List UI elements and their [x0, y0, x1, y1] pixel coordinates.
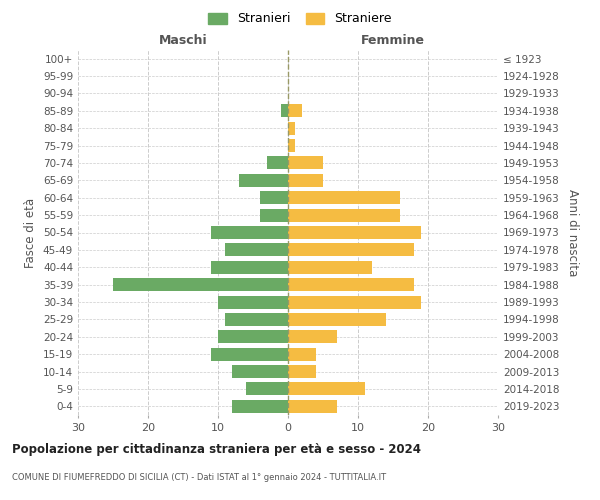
Bar	[218, 330, 288, 344]
Bar	[260, 191, 288, 204]
Legend: Stranieri, Straniere: Stranieri, Straniere	[205, 8, 395, 29]
Bar	[288, 139, 295, 152]
Bar	[288, 156, 323, 170]
Bar	[288, 104, 302, 118]
Bar	[288, 296, 421, 308]
Bar	[288, 365, 316, 378]
Text: Maschi: Maschi	[158, 34, 208, 48]
Bar	[211, 348, 288, 360]
Bar	[288, 244, 414, 256]
Bar	[218, 296, 288, 308]
Bar	[232, 400, 288, 413]
Y-axis label: Fasce di età: Fasce di età	[25, 198, 37, 268]
Bar	[288, 122, 295, 134]
Text: Femmine: Femmine	[361, 34, 425, 48]
Y-axis label: Anni di nascita: Anni di nascita	[566, 189, 579, 276]
Bar	[288, 330, 337, 344]
Bar	[239, 174, 288, 187]
Bar	[288, 382, 365, 396]
Bar	[288, 191, 400, 204]
Bar	[288, 400, 337, 413]
Bar	[211, 260, 288, 274]
Bar	[281, 104, 288, 118]
Bar	[288, 226, 421, 239]
Bar	[211, 226, 288, 239]
Bar	[288, 313, 386, 326]
Bar	[246, 382, 288, 396]
Bar	[225, 313, 288, 326]
Bar	[288, 174, 323, 187]
Text: COMUNE DI FIUMEFREDDO DI SICILIA (CT) - Dati ISTAT al 1° gennaio 2024 - TUTTITAL: COMUNE DI FIUMEFREDDO DI SICILIA (CT) - …	[12, 472, 386, 482]
Bar	[288, 278, 414, 291]
Bar	[288, 260, 372, 274]
Bar	[288, 208, 400, 222]
Bar	[260, 208, 288, 222]
Bar	[288, 348, 316, 360]
Bar	[232, 365, 288, 378]
Text: Popolazione per cittadinanza straniera per età e sesso - 2024: Popolazione per cittadinanza straniera p…	[12, 442, 421, 456]
Bar	[267, 156, 288, 170]
Bar	[113, 278, 288, 291]
Bar	[225, 244, 288, 256]
